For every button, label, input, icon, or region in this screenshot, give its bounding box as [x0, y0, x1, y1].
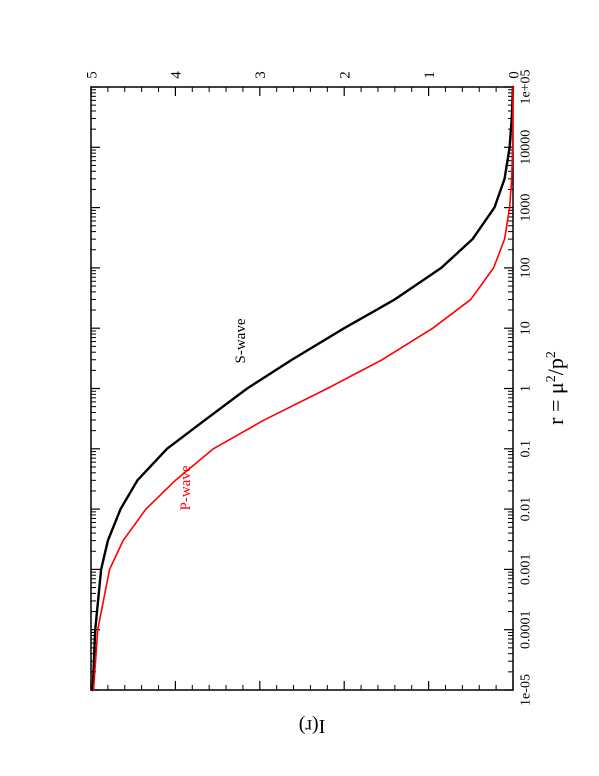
y-tick-label: 0: [506, 71, 522, 79]
x-axis-label-part: /p: [543, 358, 568, 375]
y-tick-label: 1: [422, 71, 438, 79]
series-label: S-wave: [233, 318, 249, 363]
y-tick-label: 2: [337, 71, 353, 79]
series-line-p-wave: [92, 86, 514, 691]
x-tick-label: 0.01: [519, 497, 534, 521]
x-tick-label: 10000: [519, 130, 534, 165]
x-tick-label: 0.001: [519, 554, 534, 586]
y-tick-label: 4: [169, 71, 185, 79]
y-tick-label: 3: [253, 71, 269, 79]
series-label: P-wave: [178, 465, 194, 510]
x-axis-label-part: r = μ: [543, 382, 568, 425]
x-axis-label-sup: 2: [544, 375, 559, 382]
x-tick-label: 100: [519, 257, 534, 278]
x-tick-label: 1e+05: [519, 69, 534, 104]
x-tick-label: 1e-05: [519, 674, 534, 706]
x-axis-label: r = μ2/p2: [543, 351, 568, 425]
plot-area: 1e-050.00010.0010.010.11101001000100001e…: [84, 69, 568, 737]
x-tick-label: 1: [519, 385, 534, 392]
x-tick-label: 0.0001: [519, 610, 534, 649]
series-line-s-wave: [91, 85, 515, 692]
x-axis-label-sup: 2: [544, 351, 559, 358]
y-axis-label: I(r): [299, 715, 326, 737]
x-tick-label: 10: [519, 321, 534, 335]
plot-frame: [90, 86, 514, 691]
x-tick-label: 0.1: [519, 440, 534, 458]
x-tick-label: 1000: [519, 194, 534, 222]
y-tick-label: 5: [84, 71, 100, 79]
